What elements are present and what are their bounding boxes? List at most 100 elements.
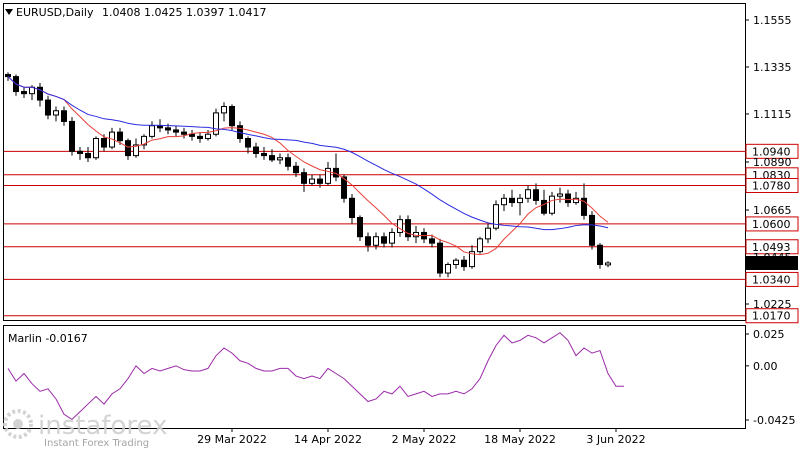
candle-body bbox=[197, 135, 203, 140]
candle-body bbox=[397, 219, 403, 233]
price-tick-label: 1.0225 bbox=[753, 298, 792, 311]
candle-body bbox=[373, 236, 379, 246]
candle-body bbox=[85, 152, 91, 159]
level-label: 1.0340 bbox=[752, 273, 791, 286]
candle-body bbox=[509, 197, 515, 204]
candle-body bbox=[365, 236, 371, 246]
current-price-label: 1.0417 bbox=[752, 257, 791, 270]
candle-body bbox=[389, 231, 395, 244]
candle-body bbox=[405, 219, 411, 238]
candle-body bbox=[229, 105, 235, 127]
candle-body bbox=[293, 165, 299, 174]
level-label-box bbox=[745, 239, 799, 255]
candle-body bbox=[453, 259, 459, 265]
candle-body bbox=[437, 242, 443, 274]
watermark-tagline: Instant Forex Trading bbox=[44, 438, 149, 449]
time-tick-label: 18 May 2022 bbox=[484, 433, 556, 446]
indicator-label: Marlin -0.0167 bbox=[8, 332, 88, 345]
candle-body bbox=[485, 227, 491, 240]
candle-body bbox=[541, 199, 547, 214]
candle-body bbox=[221, 105, 227, 114]
candle-body bbox=[589, 214, 595, 246]
candle-body bbox=[381, 236, 387, 244]
marlin-line bbox=[7, 332, 624, 420]
moving-averages bbox=[7, 76, 609, 256]
price-tick-label: 1.1115 bbox=[753, 108, 792, 121]
candle-body bbox=[133, 144, 139, 157]
candle-body bbox=[205, 133, 211, 140]
candle-body bbox=[533, 189, 539, 201]
level-label: 1.0493 bbox=[752, 241, 791, 254]
candle-body bbox=[285, 157, 291, 167]
level-label: 1.0600 bbox=[752, 218, 791, 231]
candle-body bbox=[93, 138, 99, 159]
candle-body bbox=[45, 99, 51, 116]
candle-body bbox=[77, 150, 83, 154]
candle-body bbox=[581, 197, 587, 216]
candle-body bbox=[189, 133, 195, 137]
candle-body bbox=[301, 172, 307, 184]
candle-body bbox=[157, 125, 163, 129]
candle-body bbox=[141, 135, 147, 146]
candle-body bbox=[61, 110, 67, 122]
candle-body bbox=[117, 131, 123, 142]
price-tick-label: 1.1335 bbox=[753, 61, 792, 74]
level-label: 1.0940 bbox=[752, 145, 791, 158]
candle-body bbox=[429, 238, 435, 244]
candle-body bbox=[101, 138, 107, 148]
time-tick-label: 29 Mar 2022 bbox=[197, 433, 267, 446]
candle-body bbox=[261, 152, 267, 157]
level-label: 1.0780 bbox=[752, 179, 791, 192]
current-price-box bbox=[746, 255, 798, 270]
candle-body bbox=[149, 125, 155, 137]
candle-body bbox=[597, 244, 603, 265]
candle-body bbox=[573, 197, 579, 204]
price-axis: 1.15551.13351.11151.08901.06651.04451.02… bbox=[745, 14, 798, 311]
candle-body bbox=[125, 140, 131, 157]
candle-body bbox=[477, 238, 483, 253]
price-tick-label: 1.0665 bbox=[753, 204, 792, 217]
candle-body bbox=[269, 155, 275, 161]
candle-body bbox=[21, 91, 27, 95]
slow-ma-line bbox=[7, 76, 609, 231]
candle-body bbox=[5, 73, 11, 78]
time-axis: 29 Mar 2022 14 Apr 2022 2 May 2022 18 May 2… bbox=[197, 428, 646, 446]
candle-body bbox=[245, 138, 251, 148]
level-label-box bbox=[745, 143, 799, 159]
level-label-box bbox=[745, 177, 799, 193]
candle-body bbox=[469, 251, 475, 268]
candle-body bbox=[605, 262, 611, 266]
level-label-box bbox=[745, 216, 799, 232]
level-label-box bbox=[745, 271, 799, 287]
horizontal-levels: 1.09401.08301.07801.06001.04931.03401.01… bbox=[4, 143, 799, 324]
candle-body bbox=[53, 110, 59, 116]
indicator-frame bbox=[3, 325, 746, 429]
menu-triangle-icon[interactable] bbox=[5, 9, 13, 15]
candle-body bbox=[357, 217, 363, 238]
osc-tick-label: 0.00 bbox=[753, 360, 778, 373]
instaforex-logo-icon bbox=[3, 409, 33, 439]
candle-body bbox=[213, 112, 219, 135]
ohlc-label: 1.0408 1.0425 1.0397 1.0417 bbox=[102, 6, 266, 19]
price-tick-label: 1.1555 bbox=[753, 14, 792, 27]
osc-tick-label: -0.0425 bbox=[753, 414, 795, 427]
level-label-box bbox=[745, 308, 799, 324]
osc-tick-label: 0.025 bbox=[753, 328, 785, 341]
candle-body bbox=[493, 204, 499, 229]
candle-body bbox=[549, 195, 555, 214]
candle-body bbox=[341, 176, 347, 199]
time-tick-label: 14 Apr 2022 bbox=[294, 433, 362, 446]
candle-body bbox=[173, 129, 179, 133]
oscillator-layer: 0.025 0.00 -0.0425 bbox=[7, 328, 795, 427]
level-label: 1.0170 bbox=[752, 310, 791, 323]
candle-body bbox=[461, 259, 467, 268]
symbol-label: EURUSD,Daily bbox=[16, 6, 94, 19]
chart-frame bbox=[3, 3, 746, 321]
fast-ma-line bbox=[7, 76, 609, 256]
watermark-brand: instaforex bbox=[38, 411, 167, 441]
candle-body bbox=[557, 193, 563, 197]
candle-body bbox=[37, 86, 43, 101]
candle-body bbox=[445, 263, 451, 274]
candle-body bbox=[317, 178, 323, 184]
candle-body bbox=[525, 189, 531, 199]
